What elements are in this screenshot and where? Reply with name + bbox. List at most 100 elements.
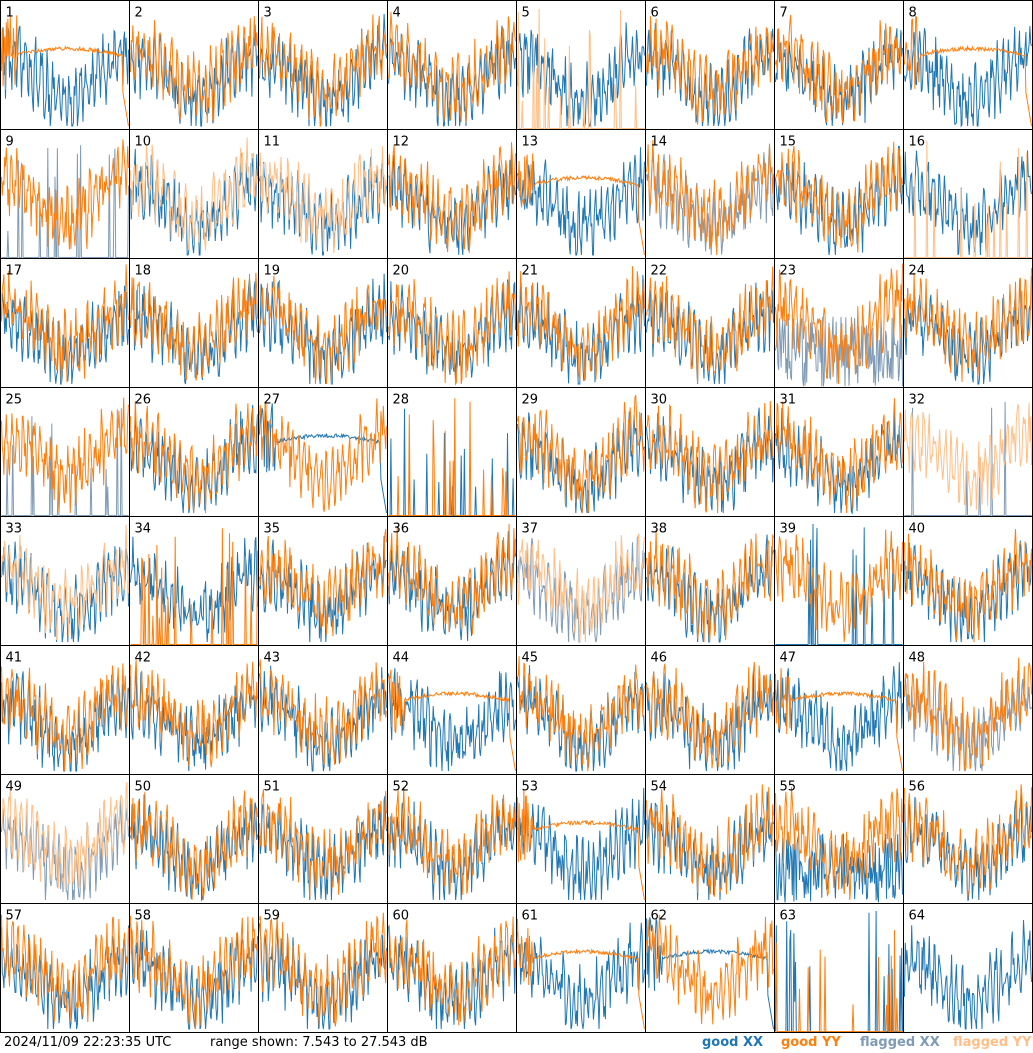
panel-37: 37 <box>516 516 646 646</box>
series-xx <box>904 275 1032 385</box>
panel-label: 17 <box>6 264 23 279</box>
panel-label: 30 <box>651 393 668 408</box>
panel-28: 28 <box>387 387 517 517</box>
panel-label: 37 <box>522 522 539 537</box>
panel-49: 49 <box>0 774 130 904</box>
panel-60: 60 <box>387 903 517 1033</box>
panel-label: 57 <box>6 909 23 924</box>
series-xx <box>517 147 645 256</box>
panel-label: 39 <box>780 522 797 537</box>
legend-good-xx: good XX <box>702 1035 764 1050</box>
panel-label: 41 <box>6 651 23 666</box>
series-yy <box>904 402 1032 510</box>
panel-label: 2 <box>135 6 143 21</box>
panel-label: 61 <box>522 909 539 924</box>
panel-36: 36 <box>387 516 517 646</box>
panel-14: 14 <box>645 129 775 259</box>
series-xx <box>775 523 903 645</box>
series-yy <box>775 141 903 253</box>
panel-52: 52 <box>387 774 517 904</box>
panel-46: 46 <box>645 645 775 775</box>
series-yy <box>130 16 258 124</box>
panel-41: 41 <box>0 645 130 775</box>
panel-30: 30 <box>645 387 775 517</box>
series-yy <box>259 275 387 385</box>
panel-label: 6 <box>651 6 659 21</box>
panel-label: 1 <box>6 6 14 21</box>
series-xx <box>1 25 129 127</box>
panel-label: 43 <box>264 651 281 666</box>
panel-label: 29 <box>522 393 539 408</box>
panel-label: 33 <box>6 522 23 537</box>
series-xx <box>388 668 516 772</box>
series-yy <box>646 529 774 643</box>
panel-45: 45 <box>516 645 646 775</box>
panel-label: 10 <box>135 135 152 150</box>
legend-flagged-xx: flagged XX <box>860 1035 940 1050</box>
panel-label: 38 <box>651 522 668 537</box>
series-yy <box>775 668 903 772</box>
panel-61: 61 <box>516 903 646 1033</box>
series-xx <box>904 26 1032 128</box>
panel-39: 39 <box>774 516 904 646</box>
series-yy <box>904 268 1032 382</box>
panel-frame <box>774 645 904 775</box>
series-yy <box>904 528 1032 643</box>
series-xx <box>1 285 129 385</box>
panel-13: 13 <box>516 129 646 259</box>
series-yy <box>259 789 387 898</box>
panel-label: 44 <box>393 651 410 666</box>
panel-label: 64 <box>909 909 926 924</box>
series-yy <box>517 918 645 1030</box>
series-yy <box>517 656 645 772</box>
panel-label: 22 <box>651 264 668 279</box>
panel-26: 26 <box>129 387 259 517</box>
panel-label: 62 <box>651 909 668 924</box>
panel-56: 56 <box>903 774 1033 904</box>
panel-4: 4 <box>387 0 517 130</box>
panel-label: 48 <box>909 651 926 666</box>
panel-32: 32 <box>903 387 1033 517</box>
panel-label: 58 <box>135 909 152 924</box>
series-yy <box>388 786 516 895</box>
series-yy <box>517 788 645 901</box>
series-yy <box>775 930 903 1032</box>
series-yy <box>517 266 645 381</box>
panel-23: 23 <box>774 258 904 388</box>
series-xx <box>259 157 387 256</box>
series-yy <box>388 916 516 1026</box>
panel-label: 4 <box>393 6 401 21</box>
panel-64: 64 <box>903 903 1033 1033</box>
panel-label: 31 <box>780 393 797 408</box>
series-yy <box>904 140 1032 258</box>
series-xx <box>775 832 903 903</box>
panel-25: 25 <box>0 387 130 517</box>
series-yy <box>130 137 258 251</box>
panel-19: 19 <box>258 258 388 388</box>
panel-label: 11 <box>264 135 281 150</box>
series-yy <box>388 398 516 516</box>
series-yy <box>130 400 258 514</box>
series-xx <box>517 922 645 1030</box>
panel-label: 9 <box>6 135 14 150</box>
series-yy <box>775 263 903 385</box>
panel-label: 34 <box>135 522 152 537</box>
panel-22: 22 <box>645 258 775 388</box>
panel-label: 20 <box>393 264 410 279</box>
panel-29: 29 <box>516 387 646 517</box>
series-yy <box>904 15 1032 127</box>
series-yy <box>517 153 645 256</box>
panel-9: 9 <box>0 129 130 259</box>
series-yy <box>1 663 129 772</box>
panel-label: 13 <box>522 135 539 150</box>
panel-label: 42 <box>135 651 152 666</box>
series-yy <box>1 914 129 1023</box>
series-yy <box>259 14 387 128</box>
series-xx <box>130 536 258 643</box>
panel-16: 16 <box>903 129 1033 259</box>
panel-20: 20 <box>387 258 517 388</box>
panel-58: 58 <box>129 903 259 1033</box>
panel-38: 38 <box>645 516 775 646</box>
panel-54: 54 <box>645 774 775 904</box>
panel-label: 7 <box>780 6 788 21</box>
